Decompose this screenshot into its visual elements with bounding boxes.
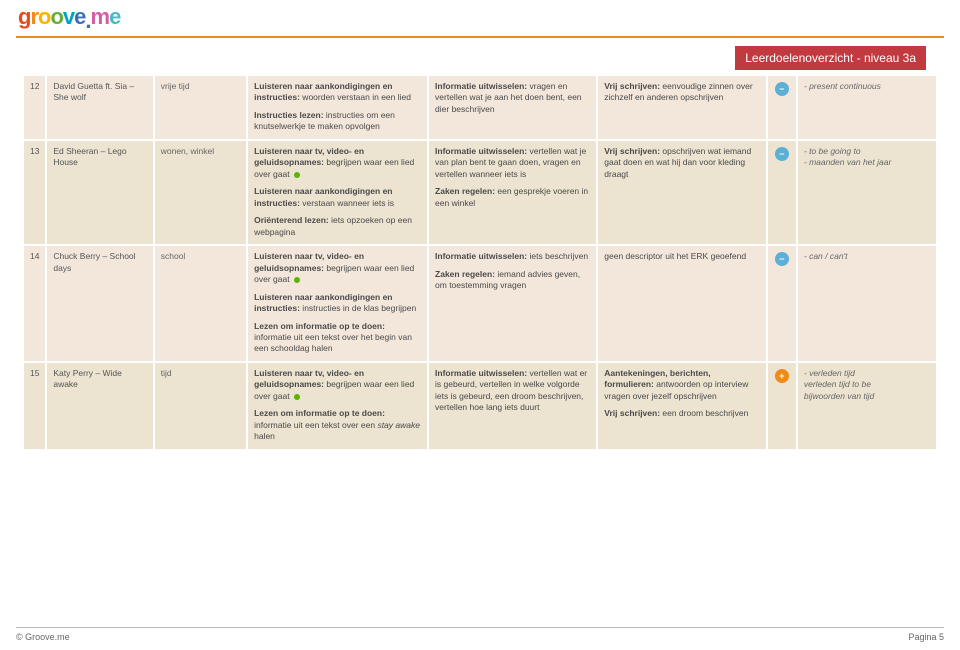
- logo: groove.me: [18, 4, 120, 30]
- theme-cell: wonen, winkel: [154, 140, 247, 245]
- listening-cell: Luisteren naar aankondigingen en instruc…: [247, 75, 428, 140]
- information-cell: Informatie uitwisselen: vertellen wat je…: [428, 140, 597, 245]
- green-dot-icon: [294, 394, 300, 400]
- green-dot-icon: [294, 172, 300, 178]
- row-number: 12: [23, 75, 46, 140]
- grammar-cell: - present continuous: [797, 75, 937, 140]
- footer-copyright: © Groove.me: [16, 632, 70, 642]
- level-indicator-cell: +: [767, 362, 797, 450]
- table-row: 15Katy Perry – Wide awaketijdLuisteren n…: [23, 362, 937, 450]
- information-cell: Informatie uitwisselen: iets beschrijven…: [428, 245, 597, 362]
- learning-objectives-table: 12David Guetta ft. Sia – She wolfvrije t…: [22, 74, 938, 451]
- listening-cell: Luisteren naar tv, video- en geluidsopna…: [247, 140, 428, 245]
- writing-cell: geen descriptor uit het ERK geoefend: [597, 245, 766, 362]
- table-row: 12David Guetta ft. Sia – She wolfvrije t…: [23, 75, 937, 140]
- green-dot-icon: [294, 277, 300, 283]
- level-indicator-cell: −: [767, 75, 797, 140]
- song-title: David Guetta ft. Sia – She wolf: [46, 75, 153, 140]
- grammar-cell: - to be going to - maanden van het jaar: [797, 140, 937, 245]
- table-row: 14Chuck Berry – School daysschoolLuister…: [23, 245, 937, 362]
- minus-icon: −: [775, 252, 789, 266]
- theme-cell: school: [154, 245, 247, 362]
- information-cell: Informatie uitwisselen: vragen en vertel…: [428, 75, 597, 140]
- row-number: 14: [23, 245, 46, 362]
- level-badge: Leerdoelenoverzicht - niveau 3a: [735, 46, 926, 70]
- grammar-cell: - verleden tijd verleden tijd to be bijw…: [797, 362, 937, 450]
- minus-icon: −: [775, 147, 789, 161]
- row-number: 15: [23, 362, 46, 450]
- listening-cell: Luisteren naar tv, video- en geluidsopna…: [247, 362, 428, 450]
- top-divider: [16, 36, 944, 38]
- footer-page-number: Pagina 5: [908, 632, 944, 642]
- row-number: 13: [23, 140, 46, 245]
- theme-cell: vrije tijd: [154, 75, 247, 140]
- table-container: 12David Guetta ft. Sia – She wolfvrije t…: [22, 74, 938, 616]
- song-title: Chuck Berry – School days: [46, 245, 153, 362]
- table-row: 13Ed Sheeran – Lego Housewonen, winkelLu…: [23, 140, 937, 245]
- grammar-cell: - can / can't: [797, 245, 937, 362]
- information-cell: Informatie uitwisselen: vertellen wat er…: [428, 362, 597, 450]
- song-title: Ed Sheeran – Lego House: [46, 140, 153, 245]
- minus-icon: −: [775, 82, 789, 96]
- plus-icon: +: [775, 369, 789, 383]
- writing-cell: Vrij schrijven: opschrijven wat iemand g…: [597, 140, 766, 245]
- level-indicator-cell: −: [767, 140, 797, 245]
- theme-cell: tijd: [154, 362, 247, 450]
- writing-cell: Aantekeningen, berichten, formulieren: a…: [597, 362, 766, 450]
- level-indicator-cell: −: [767, 245, 797, 362]
- listening-cell: Luisteren naar tv, video- en geluidsopna…: [247, 245, 428, 362]
- page-footer: © Groove.me Pagina 5: [16, 627, 944, 642]
- writing-cell: Vrij schrijven: eenvoudige zinnen over z…: [597, 75, 766, 140]
- song-title: Katy Perry – Wide awake: [46, 362, 153, 450]
